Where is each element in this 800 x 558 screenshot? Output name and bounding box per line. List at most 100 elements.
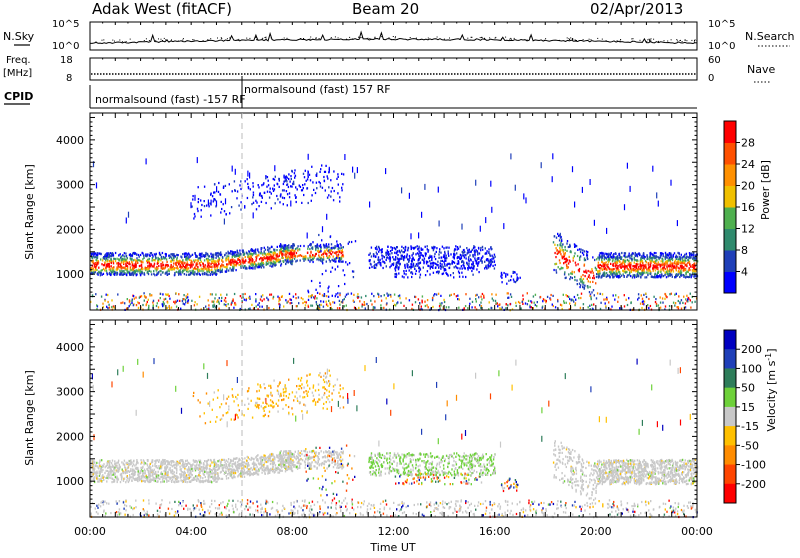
freq-left-tick-top: 18: [60, 55, 73, 66]
range-gate-cell: [332, 259, 333, 261]
range-gate-cell: [401, 257, 402, 259]
range-gate-cell: [426, 304, 427, 306]
range-gate-cell: [371, 247, 372, 249]
range-gate-cell: [396, 252, 397, 254]
range-gate-cell: [252, 260, 253, 262]
range-gate-cell: [193, 217, 194, 219]
range-gate-cell: [477, 265, 478, 267]
range-gate-cell: [673, 302, 674, 304]
freq-left-tick-bottom: 8: [66, 73, 72, 84]
range-gate-cell: [461, 265, 462, 267]
range-gate-cell: [369, 267, 370, 269]
range-gate-cell: [474, 257, 475, 259]
range-gate-cell: [574, 276, 575, 278]
range-gate-cell: [185, 460, 186, 462]
range-gate-cell: [418, 250, 419, 252]
range-gate-cell: [338, 254, 339, 256]
range-gate-cell: [622, 265, 623, 267]
range-gate-cell: [323, 256, 324, 258]
range-gate-cell: [553, 241, 554, 243]
noise-search-point: [246, 38, 247, 39]
range-gate-cell: [402, 251, 403, 253]
range-gate-cell: [262, 197, 263, 199]
range-gate-cell: [119, 274, 120, 276]
range-gate-cell: [162, 464, 163, 466]
range-gate-cell: [527, 303, 528, 305]
range-gate-cell: [569, 298, 570, 300]
range-gate-cell: [226, 294, 227, 296]
range-gate-cell: [279, 304, 280, 306]
range-gate-cell: [452, 260, 453, 262]
range-gate-cell: [257, 266, 258, 268]
noise-search-point: [602, 39, 603, 40]
range-gate-cell: [448, 250, 449, 252]
range-gate-cell: [580, 307, 581, 309]
range-gate-cell: [286, 302, 287, 304]
range-gate-cell: [226, 259, 227, 261]
y-tick-label: 3000: [56, 179, 84, 192]
range-gate-cell: [326, 249, 327, 251]
range-gate-cell: [427, 248, 428, 250]
range-gate-cell: [204, 200, 205, 202]
range-gate-cell: [315, 295, 316, 297]
range-gate-cell: [671, 267, 672, 269]
range-gate-cell: [402, 275, 403, 277]
range-gate-cell: [576, 279, 577, 281]
noise-search-point: [575, 40, 576, 41]
noise-sky-line: [90, 32, 697, 43]
range-gate-cell: [107, 294, 108, 296]
range-gate-cell: [234, 180, 235, 182]
noise-search-point: [103, 39, 104, 40]
range-gate-cell: [416, 270, 417, 272]
noise-search-point: [346, 39, 347, 40]
range-gate-cell: [608, 267, 609, 269]
range-gate-cell: [650, 264, 651, 266]
range-gate-cell: [603, 266, 604, 268]
range-gate-cell: [327, 197, 328, 199]
range-gate-cell: [686, 271, 687, 273]
range-gate-cell: [234, 293, 235, 295]
range-gate-cell: [200, 259, 201, 261]
range-gate-cell: [462, 276, 463, 278]
colorbar-tick-label: 8: [741, 244, 748, 257]
range-gate-cell: [642, 303, 643, 305]
range-gate-cell: [210, 266, 211, 268]
range-gate-cell: [316, 301, 317, 303]
range-gate-cell: [191, 300, 192, 302]
range-gate-cell: [569, 278, 570, 280]
range-gate-cell: [166, 272, 167, 274]
range-gate-cell: [643, 294, 644, 296]
range-gate-cell: [216, 255, 217, 257]
range-gate-cell: [582, 286, 583, 288]
range-gate-cell: [371, 303, 372, 305]
range-gate-cell: [190, 264, 191, 266]
noise-search-point: [146, 38, 147, 39]
range-gate-cell: [169, 305, 170, 307]
range-gate-cell: [221, 264, 222, 266]
range-gate-cell: [401, 250, 402, 252]
range-gate-cell: [124, 460, 125, 462]
range-gate-cell: [142, 261, 143, 263]
range-gate-cell: [301, 297, 302, 299]
range-gate-cell: [209, 465, 210, 467]
range-gate-cell: [429, 273, 430, 275]
range-gate-cell: [218, 269, 219, 271]
range-gate-cell: [665, 262, 666, 264]
range-gate-cell: [595, 282, 596, 284]
range-gate-cell: [290, 201, 291, 207]
range-gate-cell: [584, 250, 585, 252]
range-gate-cell: [401, 255, 402, 257]
range-gate-cell: [629, 273, 630, 275]
range-gate-cell: [290, 258, 291, 260]
range-gate-cell: [160, 263, 161, 265]
range-gate-cell: [153, 270, 154, 272]
range-gate-cell: [613, 276, 614, 278]
range-gate-cell: [648, 267, 649, 269]
range-gate-cell: [187, 271, 188, 273]
range-gate-cell: [310, 251, 311, 253]
range-gate-cell: [644, 301, 645, 303]
range-gate-cell: [328, 194, 329, 196]
range-gate-cell: [251, 304, 252, 306]
range-gate-cell: [342, 183, 343, 185]
range-gate-cell: [665, 252, 666, 254]
